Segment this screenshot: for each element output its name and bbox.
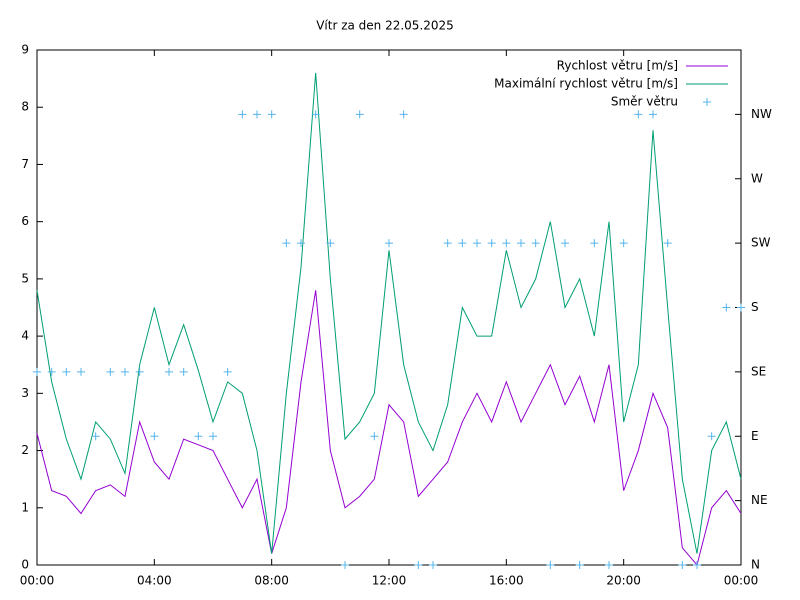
direction-point — [649, 110, 657, 119]
direction-point — [575, 561, 584, 569]
x-tick-label: 04:00 — [137, 574, 172, 588]
series-line — [36, 72, 742, 554]
direction-point — [297, 239, 305, 248]
direction-point — [370, 432, 379, 441]
direction-point — [487, 239, 496, 248]
direction-point — [722, 303, 731, 312]
direction-point — [707, 432, 716, 441]
y2-tick-label: NE — [751, 493, 768, 507]
direction-point — [194, 432, 203, 441]
direction-point — [693, 561, 701, 569]
direction-point — [267, 110, 276, 119]
direction-point — [605, 561, 613, 569]
direction-point — [253, 110, 261, 119]
direction-point — [619, 239, 628, 248]
y2-tick-label: NW — [751, 107, 772, 121]
direction-point — [326, 239, 335, 248]
y-tick-label: 4 — [21, 329, 29, 343]
legend-swatch — [703, 98, 711, 106]
direction-point — [590, 239, 599, 248]
direction-point — [33, 367, 41, 376]
direction-point — [282, 239, 291, 248]
y-tick-label: 7 — [21, 157, 29, 171]
direction-point — [106, 367, 115, 376]
direction-point — [47, 367, 56, 376]
x-tick-label: 08:00 — [254, 574, 289, 588]
direction-point — [517, 239, 525, 248]
y-tick-label: 8 — [21, 100, 29, 114]
y-tick-label: 6 — [21, 214, 29, 228]
direction-point — [179, 367, 188, 376]
direction-point — [209, 432, 217, 441]
y2-tick-label: E — [751, 429, 759, 443]
direction-point — [737, 303, 745, 312]
direction-point — [355, 110, 364, 119]
direction-point — [62, 367, 71, 376]
y-tick-label: 1 — [21, 500, 29, 514]
direction-point — [311, 110, 320, 119]
y-tick-label: 9 — [21, 43, 29, 57]
legend-label: Maximální rychlost větru [m/s] — [494, 77, 678, 91]
direction-point — [531, 239, 540, 248]
legend-label: Rychlost větru [m/s] — [557, 59, 678, 73]
direction-point — [77, 367, 85, 376]
direction-point — [473, 239, 481, 248]
series-line — [36, 290, 742, 567]
direction-point — [341, 561, 349, 569]
y2-tick-label: SE — [751, 364, 766, 378]
x-tick-label: 16:00 — [489, 574, 524, 588]
direction-point — [135, 367, 144, 376]
y2-tick-label: S — [751, 300, 759, 314]
direction-point — [150, 432, 159, 441]
y-tick-label: 3 — [21, 386, 29, 400]
x-tick-label: 12:00 — [372, 574, 407, 588]
direction-point — [561, 239, 569, 248]
plot-frame — [36, 49, 742, 566]
direction-point — [678, 561, 687, 569]
direction-point — [121, 367, 129, 376]
y-tick-label: 5 — [21, 271, 29, 285]
direction-point — [634, 110, 643, 119]
direction-point — [223, 367, 232, 376]
direction-point — [429, 561, 437, 569]
direction-point — [385, 239, 393, 248]
y-tick-label: 2 — [21, 443, 29, 457]
x-tick-label: 00:00 — [724, 574, 759, 588]
direction-point — [165, 367, 173, 376]
legend-label: Směr větru — [611, 95, 678, 109]
chart-title: Vítr za den 22.05.2025 — [316, 19, 454, 33]
direction-point — [443, 239, 452, 248]
x-tick-label: 00:00 — [20, 574, 55, 588]
direction-point — [546, 561, 555, 569]
y-tick-label: 0 — [21, 558, 29, 572]
direction-point — [458, 239, 467, 248]
direction-point — [663, 239, 672, 248]
direction-point — [502, 239, 511, 248]
direction-point — [399, 110, 408, 119]
direction-point — [414, 561, 423, 569]
direction-point — [238, 110, 247, 119]
y2-tick-label: W — [751, 171, 763, 185]
y2-tick-label: N — [751, 558, 760, 572]
direction-point — [91, 432, 100, 441]
x-tick-label: 20:00 — [606, 574, 641, 588]
y2-tick-label: SW — [751, 236, 771, 250]
